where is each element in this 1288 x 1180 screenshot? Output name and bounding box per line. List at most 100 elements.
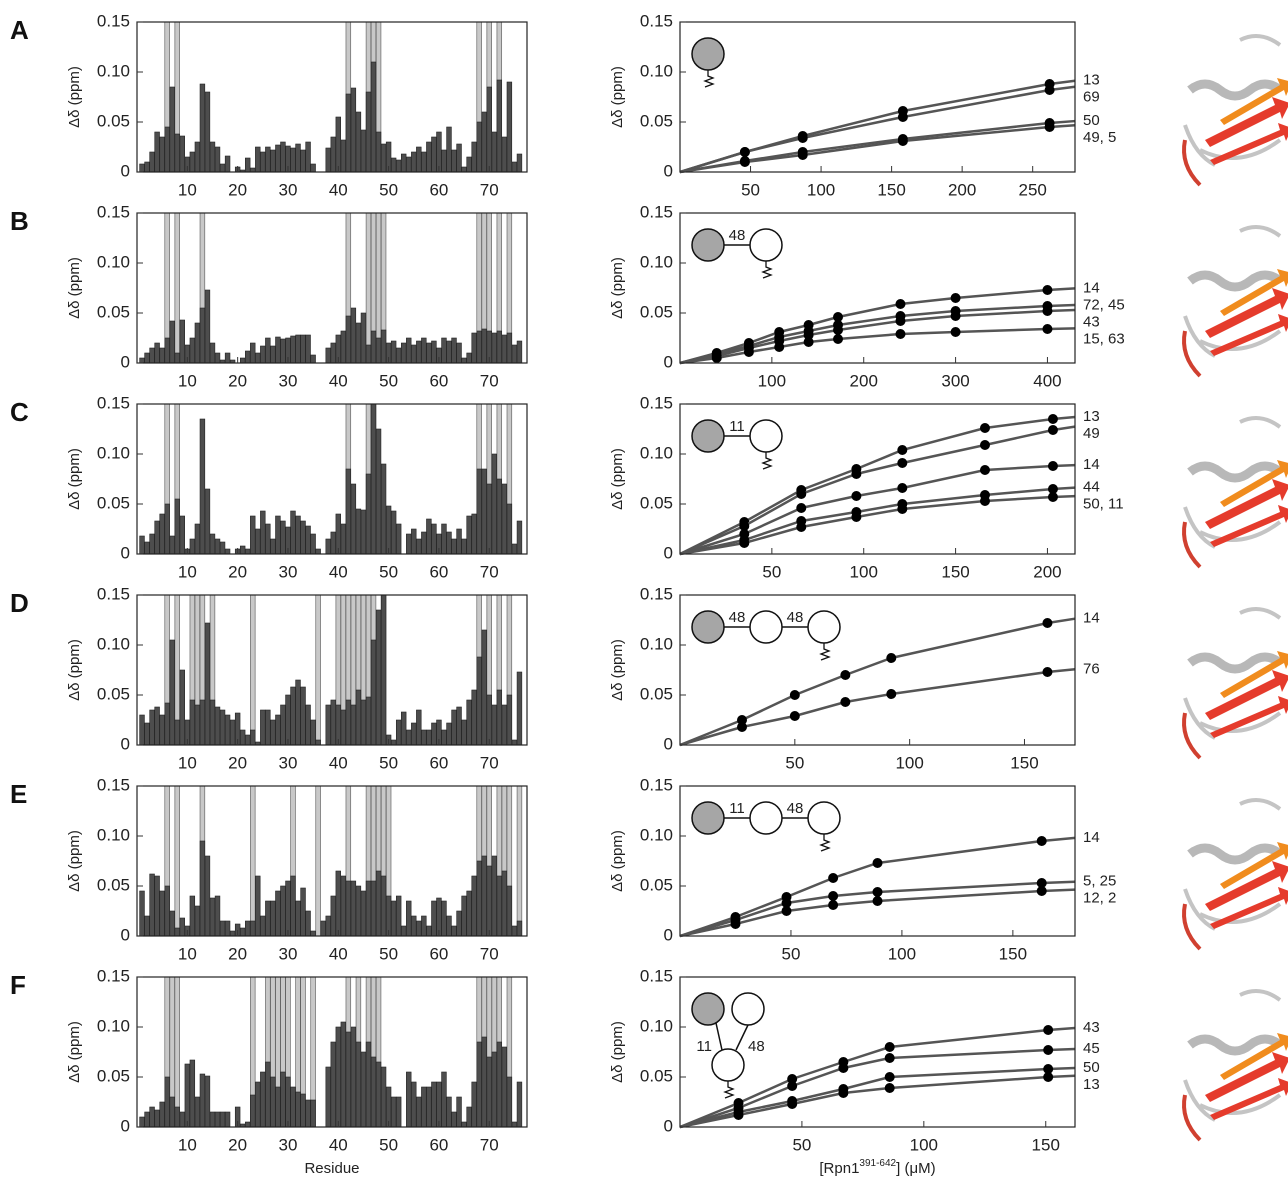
bar bbox=[486, 694, 492, 746]
loop bbox=[1183, 798, 1282, 931]
y-tick-label: 0 bbox=[664, 925, 673, 944]
bar bbox=[350, 87, 357, 173]
x-tick-label: 70 bbox=[480, 944, 499, 963]
bar bbox=[199, 307, 206, 364]
bar bbox=[325, 147, 331, 173]
panel-label: D bbox=[10, 588, 29, 618]
bar bbox=[144, 915, 150, 937]
y-tick-label: 0.15 bbox=[97, 966, 130, 985]
tail-icon bbox=[761, 452, 773, 470]
strand bbox=[1210, 696, 1288, 738]
series-label: 5, 25 bbox=[1083, 873, 1116, 890]
x-tick-label: 20 bbox=[228, 180, 247, 199]
bar bbox=[380, 463, 387, 555]
data-point bbox=[851, 491, 862, 501]
data-point bbox=[781, 898, 792, 908]
bar bbox=[426, 729, 432, 746]
data-point bbox=[897, 112, 908, 122]
bar bbox=[159, 890, 165, 937]
bar bbox=[239, 357, 246, 364]
plot-frame bbox=[136, 212, 528, 364]
series-label: 50 bbox=[1083, 1059, 1100, 1076]
bar bbox=[194, 523, 201, 555]
data-point bbox=[895, 316, 906, 326]
data-point bbox=[739, 147, 750, 157]
y-tick-label: 0.15 bbox=[97, 584, 130, 603]
bar bbox=[194, 141, 201, 173]
bar bbox=[476, 1041, 482, 1128]
bar bbox=[496, 875, 503, 937]
bar bbox=[250, 920, 256, 937]
bar bbox=[496, 689, 503, 746]
bar bbox=[245, 920, 251, 937]
bar bbox=[179, 1111, 185, 1128]
x-tick-label: 30 bbox=[279, 944, 298, 963]
y-tick-label: 0 bbox=[664, 352, 673, 371]
bar bbox=[310, 533, 316, 555]
bar bbox=[250, 167, 256, 173]
x-axis-label-part: ] (μM) bbox=[896, 1160, 935, 1177]
bar bbox=[260, 1071, 266, 1128]
helix bbox=[1187, 461, 1283, 483]
bar bbox=[245, 734, 251, 746]
fit-curve bbox=[679, 494, 1076, 556]
bar bbox=[325, 915, 331, 937]
bar bbox=[451, 1111, 457, 1128]
bar bbox=[194, 322, 201, 364]
bar bbox=[285, 694, 291, 746]
y-tick-label: 0.10 bbox=[640, 61, 673, 80]
bar bbox=[189, 895, 196, 937]
y-axis-label: Δδ (ppm) bbox=[609, 257, 626, 319]
data-point bbox=[828, 891, 839, 901]
x-tick-label: 60 bbox=[429, 944, 448, 963]
series-label: 12, 2 bbox=[1083, 890, 1116, 907]
bar bbox=[139, 357, 145, 364]
data-point bbox=[797, 150, 808, 160]
x-tick-label: 150 bbox=[1010, 753, 1038, 772]
x-tick-label: 150 bbox=[877, 180, 905, 199]
series-label: 44 bbox=[1083, 479, 1100, 496]
data-point bbox=[840, 697, 851, 707]
bar bbox=[139, 535, 145, 555]
x-tick-label: 300 bbox=[941, 371, 969, 390]
bar bbox=[390, 510, 397, 555]
bar bbox=[345, 93, 352, 173]
bar bbox=[209, 699, 216, 746]
bar bbox=[204, 855, 211, 937]
bar bbox=[355, 111, 362, 173]
bar bbox=[496, 330, 503, 364]
y-tick-label: 0 bbox=[121, 161, 130, 180]
bar bbox=[506, 503, 513, 555]
highlight-bar bbox=[250, 594, 256, 746]
bar bbox=[265, 337, 271, 364]
panel-label: A bbox=[10, 15, 29, 45]
bar bbox=[426, 1086, 432, 1128]
bar bbox=[406, 729, 412, 746]
panel-label: E bbox=[10, 779, 27, 809]
helix bbox=[1187, 270, 1283, 292]
bar bbox=[511, 344, 518, 364]
bar bbox=[481, 328, 487, 364]
x-tick-label: 10 bbox=[178, 180, 197, 199]
y-tick-label: 0 bbox=[121, 352, 130, 371]
bar bbox=[290, 686, 296, 746]
data-point bbox=[872, 887, 883, 897]
bar bbox=[466, 699, 472, 746]
y-axis-label: Δδ (ppm) bbox=[609, 830, 626, 892]
bar bbox=[270, 1076, 276, 1128]
bar bbox=[431, 340, 437, 364]
data-point bbox=[787, 1074, 798, 1084]
data-point bbox=[1047, 414, 1058, 424]
bar bbox=[506, 885, 513, 937]
y-tick-label: 0 bbox=[664, 734, 673, 753]
plot-frame bbox=[679, 785, 1076, 937]
bar bbox=[139, 163, 145, 173]
bar bbox=[511, 543, 518, 555]
bar bbox=[365, 1041, 372, 1128]
bar bbox=[305, 910, 311, 937]
data-point bbox=[1036, 878, 1047, 888]
bar bbox=[476, 656, 482, 746]
ubiquitin-icon bbox=[749, 228, 783, 262]
strand bbox=[1205, 861, 1288, 911]
